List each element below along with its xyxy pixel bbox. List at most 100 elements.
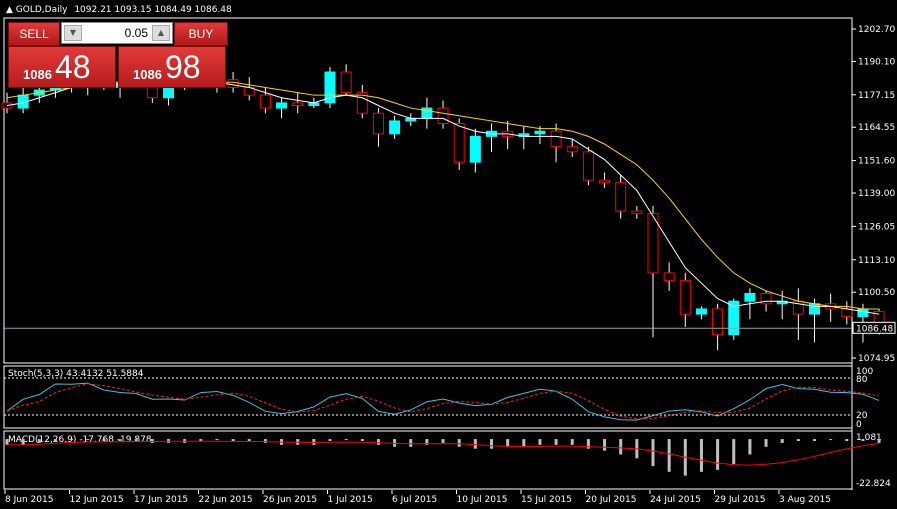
ohlc-label: 1092.21 1093.15 1084.49 1086.48 [74,5,232,15]
bear-candle [372,112,384,135]
macd-bar [21,439,25,445]
price-axis: 1202.70 1190.10 1177.15 1164.55 1151.60 1139.… [852,25,895,364]
macd-bar [780,439,784,443]
stoch-signal-line [6,383,880,420]
price-tick-label: 1126.05 [858,222,895,232]
date-tick-label: 12 Jun 2015 [70,495,124,505]
macd-bar [813,439,816,442]
macd-bar [215,439,219,441]
bear-candle [292,102,304,106]
bear-candle [663,272,675,282]
price-tick-label: 1113.10 [858,256,895,266]
macd-bar [829,439,833,441]
macd-bar [360,439,364,442]
macd-signal-line [7,440,880,466]
bear-candle [599,179,611,184]
macd-bar [344,439,348,441]
macd-bar [376,439,380,445]
sell-button[interactable]: SELL [8,22,60,46]
macd-bar [118,439,122,442]
macd-bar [441,439,445,443]
macd-bar [231,439,235,442]
lot-decrease-icon[interactable]: ▼ [64,25,82,41]
macd-bar [37,439,41,443]
macd-bar [86,439,90,441]
macd-bar [490,439,493,449]
date-axis: 8 Jun 2015 12 Jun 2015 17 Jun 2015 22 Jun 2… [4,490,831,505]
bear-candle [550,130,562,148]
macd-bar [312,439,316,445]
macd-bar [764,439,768,447]
date-tick-label: 17 Jun 2015 [134,495,188,505]
macd-bar [425,439,429,445]
macd-bar [570,439,574,445]
bear-candle [356,92,368,114]
candles-group [1,64,885,351]
buy-price-prefix: 1086 [133,67,162,82]
macd-bar [70,439,74,441]
date-tick-label: 10 Jul 2015 [457,495,508,505]
stoch-tick-80: 80 [856,375,868,385]
macd-bar [699,439,703,472]
macd-bar [473,439,477,449]
macd-bar [538,439,542,445]
bull-candle [695,308,707,315]
macd-bar [877,439,881,443]
symbol-label: GOLD,Daily [15,5,68,15]
bull-candle [469,135,481,163]
bear-candle [631,210,643,215]
macd-bar [102,439,106,442]
bull-candle [728,300,740,336]
date-tick-label: 24 Jul 2015 [650,495,701,505]
bear-candle [760,292,772,305]
stoch-label: Stoch(5,3,3) 43.4132 51.5884 [8,369,144,379]
bull-candle [857,308,869,318]
buy-price-button[interactable]: 1086 98 [118,46,226,88]
macd-bar [328,439,332,442]
macd-bar [667,439,671,472]
bull-candle [324,71,336,104]
macd-bar [732,439,736,465]
macd-bar [748,439,752,455]
date-tick-label: 6 Jul 2015 [392,495,437,505]
bear-candle [582,151,594,181]
lot-increase-icon[interactable]: ▲ [152,25,170,41]
lot-size-value[interactable]: 0.05 [124,26,148,40]
price-tick-label: 1100.50 [858,288,895,298]
collapse-icon[interactable]: ▲ [6,5,13,15]
stoch-tick-100: 100 [856,367,873,377]
macd-bar [5,439,9,445]
stoch-tick-0: 0 [856,420,862,430]
lot-size-field[interactable]: ▼ 0.05 ▲ [61,22,173,44]
price-tick-label: 1190.10 [858,57,895,67]
macd-bar [134,439,138,442]
macd-label: MACD(12,26,9) -17.768 -19.878 [8,435,152,445]
bear-candle [340,71,352,94]
macd-bar [861,439,865,442]
bull-candle [534,130,546,135]
macd-bar [53,439,57,442]
buy-button[interactable]: BUY [174,22,228,46]
date-tick-label: 3 Aug 2015 [779,495,831,505]
bear-candle [841,308,853,318]
bear-candle [615,182,627,212]
bear-candle [259,94,271,109]
bear-candle [647,213,659,274]
bull-candle [276,102,288,109]
price-tick-label: 1164.55 [858,123,895,133]
macd-bar [506,439,510,447]
bull-candle [744,292,756,302]
price-tick-label: 1074.95 [858,354,895,364]
macd-tick-bottom: -22.824 [856,479,891,489]
date-tick-label: 26 Jun 2015 [263,495,317,505]
macd-bar [409,439,413,447]
macd-tick-top: 1.081 [856,433,882,443]
sell-price-button[interactable]: 1086 48 [8,46,116,88]
macd-bar [716,439,720,470]
date-tick-label: 29 Jul 2015 [715,495,766,505]
one-click-trading-panel: SELL ▼ 0.05 ▲ BUY 1086 48 1086 98 [8,22,228,88]
macd-bar [263,439,267,443]
price-tick-label: 1151.60 [858,157,895,167]
price-tick-label: 1177.15 [858,91,895,101]
